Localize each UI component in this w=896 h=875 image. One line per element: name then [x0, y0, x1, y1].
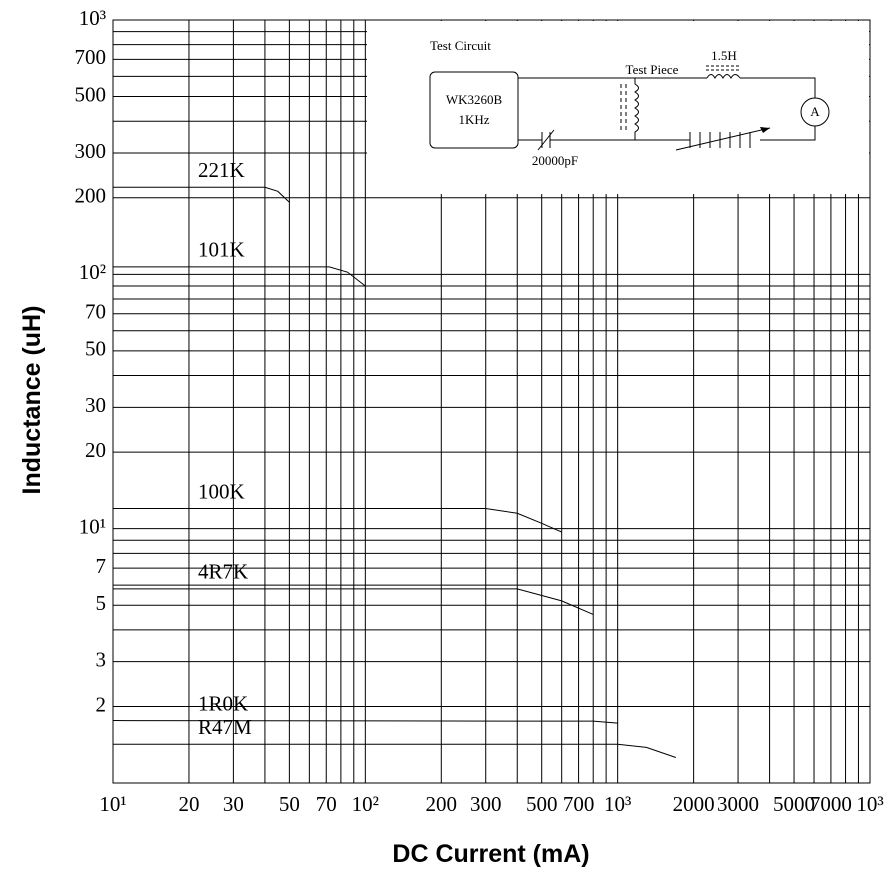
x-tick-label: 10¹ — [99, 792, 126, 816]
y-tick-label: 300 — [75, 139, 107, 163]
x-tick-label: 200 — [426, 792, 458, 816]
ammeter — [800, 97, 830, 127]
y-tick-label: 70 — [85, 300, 106, 324]
series-label: 100K — [198, 479, 245, 503]
x-tick-label: 10³ — [856, 792, 883, 816]
x-tick-label: 50 — [279, 792, 300, 816]
y-tick-label: 10³ — [79, 6, 106, 30]
y-tick-label: 10¹ — [79, 514, 106, 538]
resistor — [675, 127, 771, 151]
meter-box — [429, 71, 519, 149]
y-tick-label: 700 — [75, 45, 107, 69]
inductor — [706, 74, 741, 80]
x-tick-label: 300 — [470, 792, 502, 816]
y-tick-label: 50 — [85, 337, 106, 361]
meter-label: WK3260B — [446, 92, 503, 107]
x-tick-label: 30 — [223, 792, 244, 816]
x-tick-label: 500 — [526, 792, 558, 816]
resistor-arrow — [760, 127, 770, 133]
series-label: 101K — [198, 238, 245, 262]
y-tick-label: 10² — [79, 260, 106, 284]
x-tick-label: 70 — [316, 792, 337, 816]
series-line — [113, 508, 562, 533]
series-line — [113, 743, 676, 758]
test-piece — [633, 78, 639, 140]
wire — [518, 77, 816, 141]
series-line — [113, 588, 594, 615]
y-tick-label: 5 — [96, 591, 107, 615]
series-label: 1R0K — [198, 691, 248, 715]
inductor-label: 1.5H — [711, 48, 737, 63]
series-line — [113, 266, 366, 287]
x-axis-title: DC Current (mA) — [392, 840, 589, 868]
x-tick-label: 2000 — [673, 792, 715, 816]
ammeter-label: A — [810, 104, 820, 119]
series-label: 221K — [198, 158, 245, 182]
y-tick-label: 30 — [85, 393, 106, 417]
piece-label: Test Piece — [626, 62, 679, 77]
frequency-label: 1KHz — [458, 112, 489, 127]
y-axis-title: Inductance (uH) — [18, 306, 46, 495]
inset-background — [367, 21, 869, 194]
series-line — [113, 186, 290, 203]
series-label: R47M — [198, 715, 252, 739]
series-label: 4R7K — [198, 560, 248, 584]
series-line — [112, 720, 618, 724]
y-tick-label: 200 — [75, 184, 107, 208]
y-tick-label: 2 — [96, 692, 107, 716]
plot-frame — [112, 19, 871, 784]
y-tick-label: 500 — [75, 82, 107, 106]
x-tick-label: 5000 — [773, 792, 815, 816]
x-tick-label: 20 — [178, 792, 199, 816]
y-tick-label: 7 — [96, 554, 107, 578]
y-tick-label: 20 — [85, 438, 106, 462]
circuit-inset: Test Circuit WK3260B 1KHz Test Piece 1.5… — [367, 21, 869, 194]
inset-title: Test Circuit — [430, 38, 491, 53]
x-tick-label: 3000 — [717, 792, 759, 816]
test-piece-core — [620, 84, 627, 132]
x-tick-label: 7000 — [810, 792, 852, 816]
inductor-core — [706, 65, 741, 71]
y-tick-label: 3 — [96, 647, 107, 671]
x-tick-label: 700 — [563, 792, 595, 816]
x-tick-label: 10³ — [604, 792, 631, 816]
capacitor — [537, 129, 555, 151]
capacitor-label: 20000pF — [532, 153, 578, 168]
x-tick-label: 10² — [352, 792, 379, 816]
